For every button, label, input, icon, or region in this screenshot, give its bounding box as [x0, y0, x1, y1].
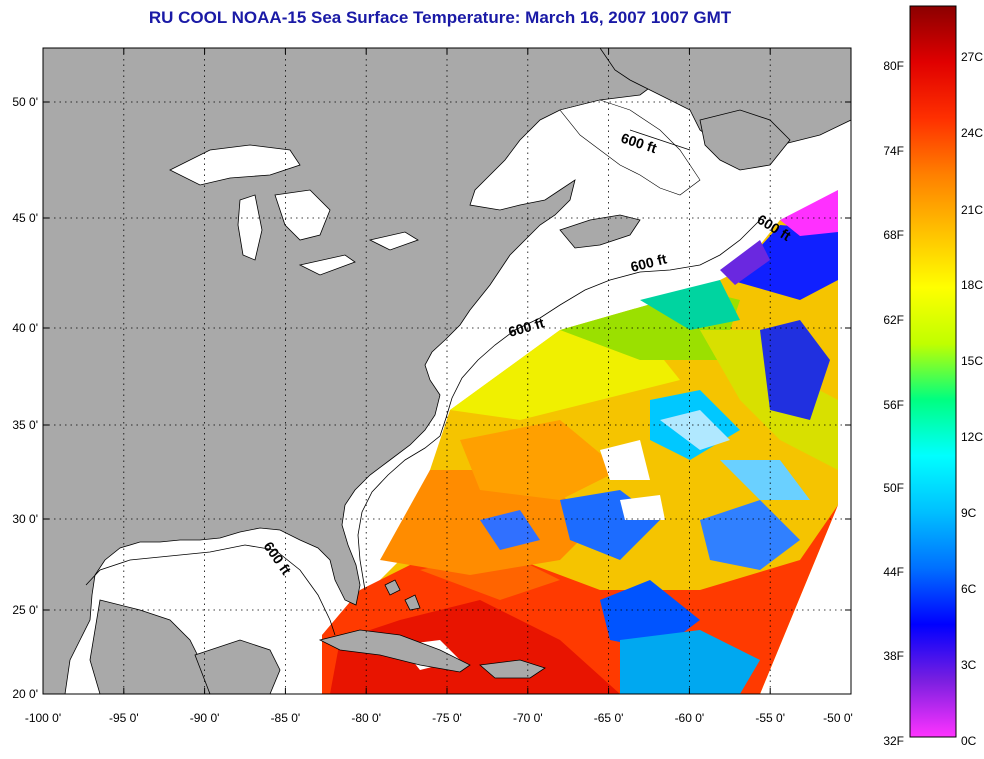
great-lakes	[169, 144, 419, 276]
colorbar-c-label: 12C	[961, 430, 983, 444]
colorbar-c-label: 24C	[961, 126, 983, 140]
lat-tick-label: 30 0'	[12, 512, 38, 526]
colorbar-f-label: 44F	[883, 565, 904, 579]
lon-tick-label: -80 0'	[351, 711, 381, 725]
colorbar-f-label: 38F	[883, 649, 904, 663]
lon-tick-label: -55 0'	[755, 711, 785, 725]
lat-tick-label: 35 0'	[12, 418, 38, 432]
colorbar-c-label: 0C	[961, 734, 977, 748]
colorbar-f-label: 32F	[883, 734, 904, 748]
latitude-axis: 50 0' 45 0' 40 0' 35 0' 30 0' 25 0' 20 0…	[12, 95, 38, 701]
colorbar-c-label: 9C	[961, 506, 977, 520]
lat-tick-label: 20 0'	[12, 687, 38, 701]
colorbar-celsius-labels: 27C 24C 21C 18C 15C 12C 9C 6C 3C 0C	[961, 50, 983, 748]
colorbar-f-label: 80F	[883, 59, 904, 73]
lat-tick-label: 50 0'	[12, 95, 38, 109]
colorbar-f-label: 50F	[883, 481, 904, 495]
lon-tick-label: -60 0'	[675, 711, 705, 725]
600ft-isobath	[85, 129, 761, 636]
longitude-axis: -100 0' -95 0' -90 0' -85 0' -80 0' -75 …	[25, 711, 853, 725]
land-masses	[43, 48, 851, 694]
gulf-of-st-lawrence	[559, 99, 701, 196]
colorbar-c-label: 6C	[961, 582, 977, 596]
lon-tick-label: -65 0'	[594, 711, 624, 725]
lat-tick-label: 25 0'	[12, 603, 38, 617]
colorbar-c-label: 27C	[961, 50, 983, 64]
lon-tick-label: -100 0'	[25, 711, 61, 725]
lon-tick-label: -95 0'	[109, 711, 139, 725]
map-panel: 600 ft 600 ft 600 ft 600 ft 600 ft -100 …	[12, 47, 853, 725]
lat-tick-label: 45 0'	[12, 211, 38, 225]
sst-imagery-swath	[322, 190, 838, 694]
colorbar-f-label: 56F	[883, 398, 904, 412]
page-title: RU COOL NOAA-15 Sea Surface Temperature:…	[148, 8, 732, 27]
colorbar-f-label: 62F	[883, 313, 904, 327]
colorbar-c-label: 21C	[961, 203, 983, 217]
lon-tick-label: -50 0'	[823, 711, 853, 725]
colorbar-fahrenheit-labels: 80F 74F 68F 62F 56F 50F 44F 38F 32F	[883, 59, 904, 748]
lon-tick-label: -75 0'	[432, 711, 462, 725]
lon-tick-label: -90 0'	[190, 711, 220, 725]
colorbar-c-label: 15C	[961, 354, 983, 368]
colorbar-c-label: 3C	[961, 658, 977, 672]
axis-ticks	[42, 48, 852, 695]
colorbar-c-label: 18C	[961, 278, 983, 292]
lon-tick-label: -85 0'	[271, 711, 301, 725]
colorbar-f-label: 74F	[883, 144, 904, 158]
lat-tick-label: 40 0'	[12, 321, 38, 335]
lon-tick-label: -70 0'	[513, 711, 543, 725]
colorbar-gradient	[909, 5, 957, 738]
colorbar-f-label: 68F	[883, 228, 904, 242]
colorbar: 80F 74F 68F 62F 56F 50F 44F 38F 32F 27C …	[883, 5, 983, 748]
